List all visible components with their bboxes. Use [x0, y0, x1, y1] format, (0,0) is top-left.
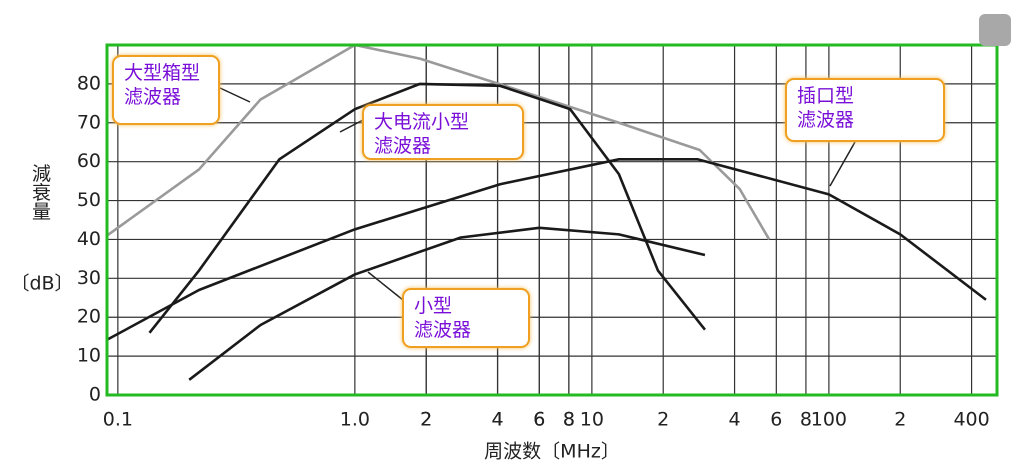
curves — [106, 43, 987, 381]
x-tick-label: 400 — [953, 409, 989, 431]
x-tick-label: 2 — [657, 409, 669, 431]
y-tick-label: 30 — [77, 267, 101, 289]
series-label: 小型 滤波器 — [402, 288, 530, 348]
plot-border — [105, 43, 999, 397]
x-tick-label: 2 — [894, 409, 906, 431]
y-tick-label: 40 — [77, 228, 101, 250]
x-tick-label: 4 — [492, 409, 504, 431]
y-tick-label: 20 — [77, 306, 101, 328]
y-tick-label: 10 — [77, 345, 101, 367]
x-tick-label: 4 — [729, 409, 741, 431]
x-tick-label: 0.1 — [103, 409, 133, 431]
x-tick-label: 10 — [580, 409, 604, 431]
y-axis-label: 減衰量 — [29, 163, 51, 220]
x-tick-label: 6 — [533, 409, 545, 431]
y-tick-label: 60 — [77, 150, 101, 172]
x-tick-label: 8 — [800, 409, 812, 431]
y-tick-label: 50 — [77, 189, 101, 211]
x-axis-label: 周波数〔MHz〕 — [484, 441, 620, 463]
curve — [148, 82, 706, 334]
curve — [106, 43, 771, 241]
y-tick-label: 0 — [89, 384, 101, 406]
x-tick-label: 8 — [563, 409, 575, 431]
arrow — [219, 87, 251, 103]
x-tick-label: 6 — [533, 409, 545, 431]
y-axis-unit: 〔dB〕 — [10, 273, 73, 295]
arrow — [829, 141, 856, 187]
series-label: 插口型 滤波器 — [785, 78, 945, 142]
x-tick-label: 6 — [770, 409, 782, 431]
curve — [106, 158, 987, 341]
y-tick-label: 70 — [77, 111, 101, 133]
x-tick-label: 2 — [420, 409, 432, 431]
callout-arrows — [219, 87, 856, 301]
x-tick-label: 1.0 — [340, 409, 370, 431]
x-tick-label: 8 — [563, 409, 575, 431]
zoom-button[interactable] — [979, 14, 1011, 46]
x-tick-label: 2 — [420, 409, 432, 431]
y-tick-label: 80 — [77, 72, 101, 94]
curve — [188, 226, 706, 381]
x-tick-label: 100 — [811, 409, 847, 431]
series-label: 大电流小型 滤波器 — [362, 104, 524, 160]
x-tick-label: 4 — [492, 409, 504, 431]
arrow — [367, 271, 404, 301]
series-label: 大型箱型 滤波器 — [112, 55, 220, 125]
arrow — [339, 119, 364, 133]
